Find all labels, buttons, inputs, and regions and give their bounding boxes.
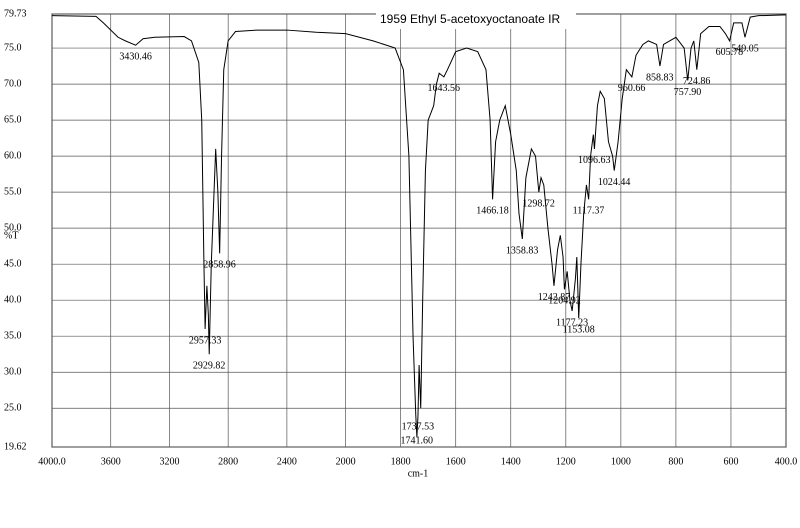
x-axis-label: cm-1 <box>408 468 429 479</box>
peak-label: 1117.37 <box>573 206 605 217</box>
peak-label: 858.83 <box>646 72 674 83</box>
peak-label: 3430.46 <box>119 51 152 62</box>
peak-label: 1358.83 <box>506 245 539 256</box>
peak-label: 1737.53 <box>402 422 435 433</box>
y-axis-label: %T <box>4 230 18 241</box>
peak-label: 1643.56 <box>427 83 460 94</box>
peak-label: 960.66 <box>618 83 646 94</box>
y-tick-label: 30.0 <box>4 367 22 378</box>
peak-label: 757.90 <box>674 87 702 98</box>
peak-label: 1177.23 <box>556 317 588 328</box>
y-tick-label: 40.0 <box>4 294 22 305</box>
x-tick-label: 1200 <box>556 456 576 467</box>
x-tick-label: 1400 <box>501 456 521 467</box>
x-tick-label: 2000 <box>336 456 356 467</box>
peak-label: 1024.44 <box>598 177 631 188</box>
peak-label: 1741.60 <box>400 435 433 446</box>
x-tick-label: 2400 <box>277 456 297 467</box>
y-tick-label: 45.0 <box>4 258 22 269</box>
peak-label: 1204.92 <box>548 296 581 307</box>
peak-label: 2957.33 <box>189 335 222 346</box>
title-background <box>376 11 576 29</box>
x-tick-label: 3600 <box>101 456 121 467</box>
x-tick-label: 800 <box>668 456 683 467</box>
y-tick-label: 35.0 <box>4 331 22 342</box>
y-tick-label: 79.73 <box>4 8 27 19</box>
x-tick-label: 3200 <box>159 456 179 467</box>
peak-label: 1242.87 <box>538 292 571 303</box>
peak-label: 1298.72 <box>522 198 555 209</box>
y-tick-label: 75.0 <box>4 42 22 53</box>
x-tick-label: 2800 <box>218 456 238 467</box>
peak-label: 605.78 <box>716 47 744 58</box>
x-tick-label: 1600 <box>446 456 466 467</box>
y-tick-label: 70.0 <box>4 78 22 89</box>
x-tick-label: 600 <box>723 456 738 467</box>
chart-title: 1959 Ethyl 5-acetoxyoctanoate IR <box>380 12 560 26</box>
peak-label: 2858.96 <box>203 260 236 271</box>
peak-label: 2929.82 <box>193 361 226 372</box>
peak-label: 1466.18 <box>476 206 509 217</box>
peak-label: 549.05 <box>731 44 759 55</box>
peak-label: 724.86 <box>683 76 711 87</box>
y-tick-label: 19.62 <box>4 441 27 452</box>
y-tick-label: 50.0 <box>4 222 22 233</box>
x-tick-label: 1800 <box>391 456 411 467</box>
x-tick-label: 4000.0 <box>38 456 66 467</box>
y-tick-label: 55.0 <box>4 186 22 197</box>
x-tick-label: 1000 <box>611 456 631 467</box>
x-tick-label: 400.0 <box>775 456 798 467</box>
peak-label: 1096.63 <box>578 155 611 166</box>
peak-labels: 3430.46 2957.33 2929.82 2858.96 1737.53 1741.… <box>119 44 758 447</box>
peak-label: 1153.08 <box>563 324 595 335</box>
y-tick-label: 60.0 <box>4 150 22 161</box>
y-tick-label: 25.0 <box>4 403 22 414</box>
spectrum-line <box>51 14 787 438</box>
y-tick-label: 65.0 <box>4 114 22 125</box>
